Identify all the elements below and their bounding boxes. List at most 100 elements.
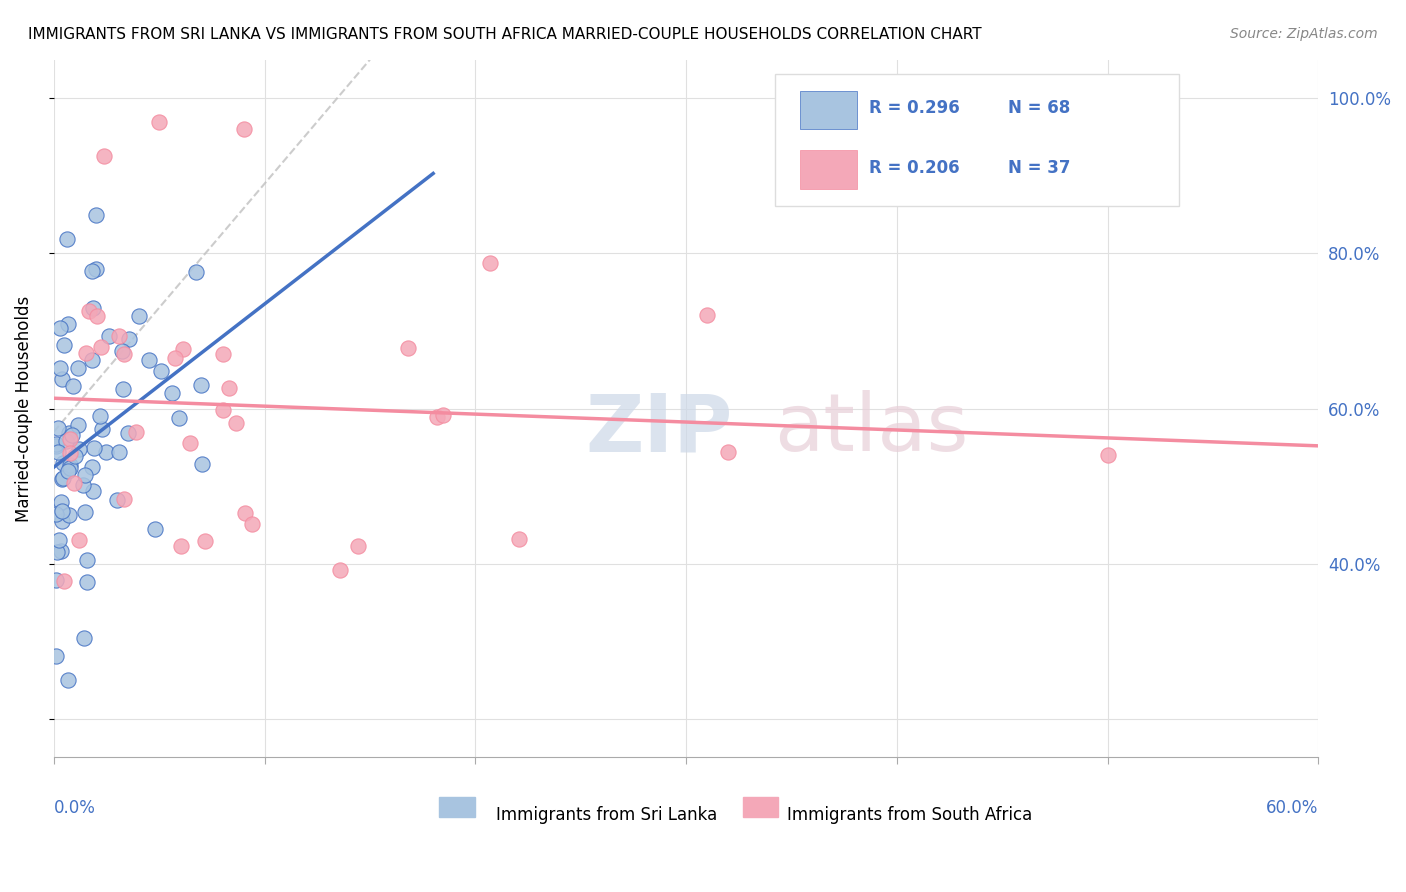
Point — [225, 416, 247, 430]
Point — [46, 445, 69, 459]
Point — [49, 360, 72, 375]
Point — [83, 442, 105, 456]
Point — [184, 265, 207, 279]
Point — [105, 493, 128, 508]
Point — [76, 575, 98, 590]
Point — [112, 382, 135, 396]
FancyBboxPatch shape — [800, 91, 856, 129]
Point — [73, 631, 96, 645]
Point — [329, 562, 352, 576]
Point — [93, 149, 115, 163]
Point — [150, 364, 173, 378]
Point — [163, 351, 186, 366]
Text: IMMIGRANTS FROM SRI LANKA VS IMMIGRANTS FROM SOUTH AFRICA MARRIED-COUPLE HOUSEHO: IMMIGRANTS FROM SRI LANKA VS IMMIGRANTS … — [28, 27, 981, 42]
Point — [58, 508, 80, 523]
Point — [128, 309, 150, 323]
Point — [193, 534, 215, 549]
Point — [51, 504, 73, 518]
Text: 0.0%: 0.0% — [53, 799, 96, 817]
Point — [75, 505, 97, 519]
Point — [94, 445, 117, 459]
Point — [1097, 448, 1119, 462]
FancyBboxPatch shape — [775, 73, 1180, 206]
Point — [76, 553, 98, 567]
Point — [59, 432, 82, 446]
Point — [51, 472, 73, 486]
Point — [138, 353, 160, 368]
Point — [45, 545, 67, 559]
Point — [148, 114, 170, 128]
Point — [52, 471, 75, 485]
Point — [170, 539, 193, 553]
Text: N = 68: N = 68 — [1008, 99, 1071, 118]
Point — [58, 317, 80, 331]
Point — [72, 478, 94, 492]
Point — [45, 437, 67, 451]
Point — [52, 337, 75, 351]
Point — [80, 460, 103, 475]
Point — [73, 467, 96, 482]
Point — [396, 341, 419, 355]
Point — [45, 507, 67, 521]
Point — [190, 377, 212, 392]
Y-axis label: Married-couple Households: Married-couple Households — [15, 295, 32, 522]
Point — [212, 347, 235, 361]
Point — [112, 347, 135, 361]
Point — [179, 436, 201, 450]
Point — [432, 408, 454, 422]
Point — [51, 514, 73, 528]
Point — [49, 321, 72, 335]
Point — [48, 533, 70, 547]
Point — [56, 232, 79, 246]
Point — [89, 409, 111, 423]
Point — [89, 340, 111, 354]
Point — [98, 328, 121, 343]
Text: N = 37: N = 37 — [1008, 159, 1071, 177]
Point — [143, 522, 166, 536]
Point — [82, 264, 104, 278]
Point — [53, 574, 76, 589]
Point — [45, 574, 67, 588]
Point — [49, 495, 72, 509]
Point — [55, 434, 77, 448]
Text: Immigrants from Sri Lanka: Immigrants from Sri Lanka — [496, 806, 717, 824]
Point — [91, 421, 114, 435]
Point — [67, 533, 90, 548]
Text: atlas: atlas — [775, 391, 969, 468]
Point — [63, 449, 86, 463]
Point — [63, 476, 86, 491]
Point — [52, 456, 75, 470]
Point — [66, 418, 89, 433]
Point — [117, 426, 139, 441]
Text: 60.0%: 60.0% — [1265, 799, 1319, 817]
Point — [62, 379, 84, 393]
Point — [82, 483, 104, 498]
Point — [107, 444, 129, 458]
Point — [160, 385, 183, 400]
Point — [84, 208, 107, 222]
Point — [82, 352, 104, 367]
Point — [347, 539, 370, 553]
Point — [696, 309, 718, 323]
Point — [62, 428, 84, 442]
Point — [190, 457, 212, 471]
Point — [45, 439, 67, 453]
Point — [67, 361, 90, 376]
Point — [108, 329, 131, 343]
Point — [212, 403, 235, 417]
Point — [167, 411, 190, 425]
Point — [77, 304, 100, 318]
Point — [58, 673, 80, 687]
Point — [56, 464, 79, 478]
Point — [84, 262, 107, 277]
Point — [111, 343, 134, 358]
Point — [51, 371, 73, 385]
Point — [45, 648, 67, 663]
Point — [508, 532, 530, 546]
Point — [49, 544, 72, 558]
Point — [125, 425, 148, 439]
Point — [172, 342, 194, 356]
Point — [58, 425, 80, 440]
Point — [58, 458, 80, 473]
Text: Source: ZipAtlas.com: Source: ZipAtlas.com — [1230, 27, 1378, 41]
